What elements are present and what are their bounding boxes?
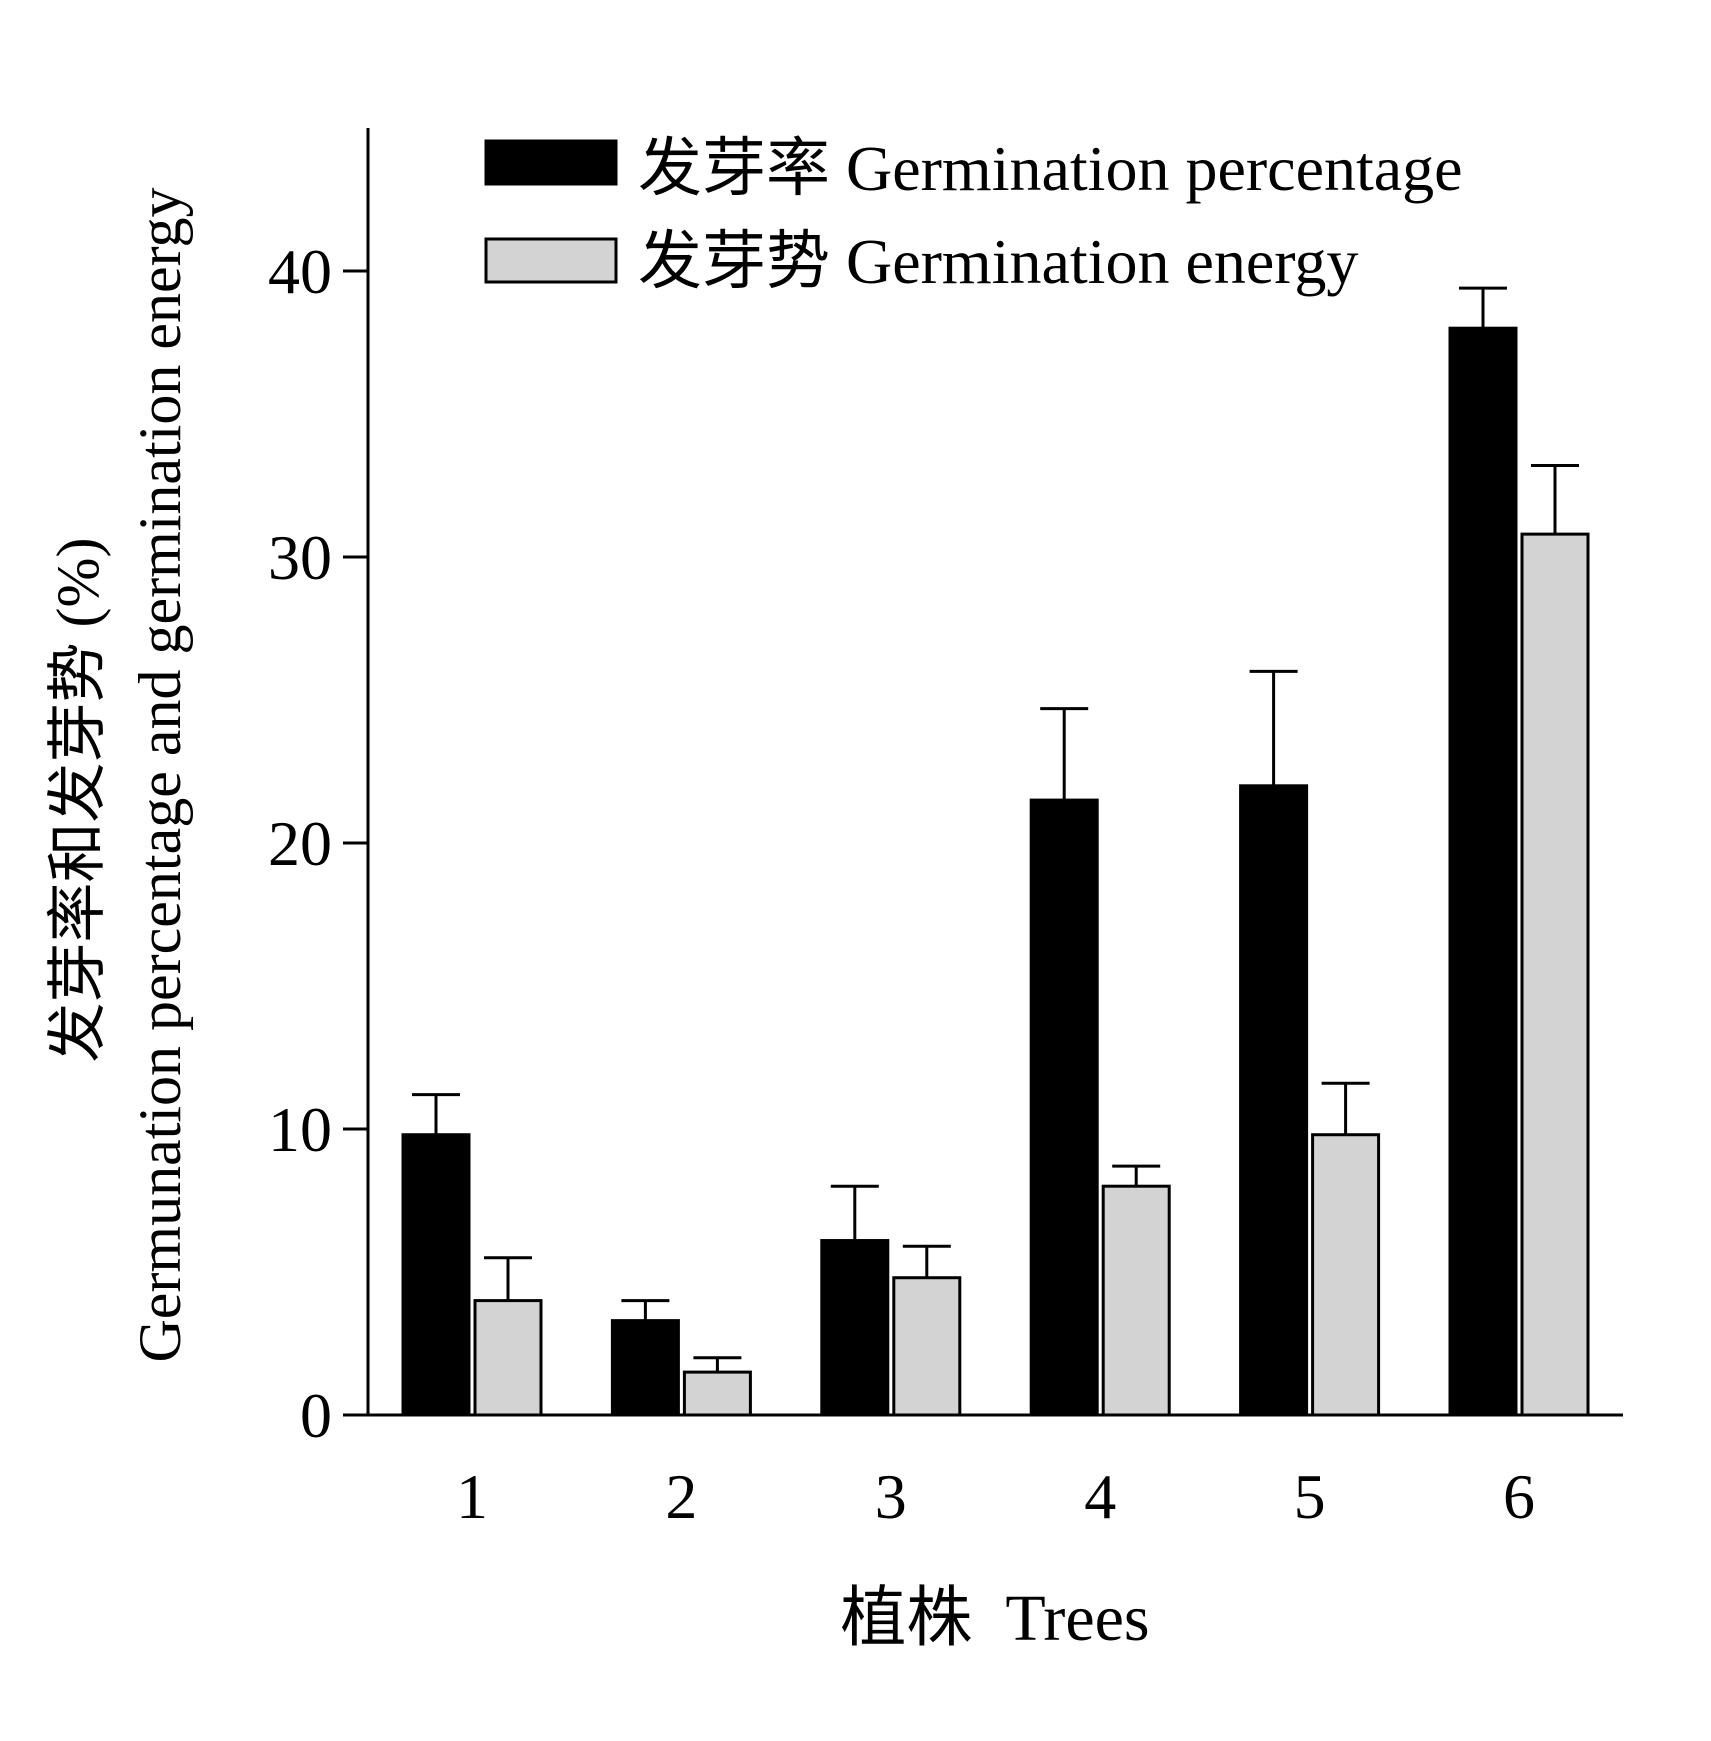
legend-label-germination-energy: 发芽势 Germination energy xyxy=(638,226,1358,297)
y-tick-label: 20 xyxy=(268,808,332,879)
y-tick-label: 30 xyxy=(268,522,332,593)
y-tick-label: 40 xyxy=(268,236,332,307)
bar-germination-energy-tree-1 xyxy=(473,1299,543,1417)
bars-group xyxy=(401,286,1590,1417)
bar-germination-energy-tree-4 xyxy=(1101,1184,1171,1417)
y-tick-label: 10 xyxy=(268,1094,332,1165)
bar-germination-percentage-tree-6 xyxy=(1448,326,1518,1417)
bar-germination-percentage-tree-5 xyxy=(1239,784,1309,1417)
bar-germination-energy-tree-5 xyxy=(1311,1133,1381,1417)
bar-germination-percentage-tree-4 xyxy=(1029,798,1099,1417)
bar-germination-energy-tree-2 xyxy=(682,1370,752,1417)
legend-swatch-germination-energy xyxy=(484,237,618,284)
x-tick-label: 2 xyxy=(665,1461,697,1532)
y-axis-title-english: Germunation percentage and germination e… xyxy=(127,187,193,1362)
x-axis-ticks: 1 2 3 4 5 6 xyxy=(456,1461,1535,1532)
x-tick-label: 3 xyxy=(875,1461,907,1532)
y-axis-ticks: 0 10 20 30 40 xyxy=(268,236,368,1451)
x-tick-label: 6 xyxy=(1503,1461,1535,1532)
legend-swatch-germination-percentage xyxy=(484,139,618,186)
x-tick-label: 4 xyxy=(1084,1461,1116,1532)
bar-germination-percentage-tree-3 xyxy=(820,1239,890,1417)
y-tick-label: 0 xyxy=(300,1380,332,1451)
bar-germination-percentage-tree-2 xyxy=(610,1319,680,1417)
y-axis-title-chinese: 发芽率和发芽势 (%) xyxy=(45,538,111,1063)
x-axis-title: 植株 Trees xyxy=(840,1582,1149,1655)
bar-germination-energy-tree-6 xyxy=(1520,532,1590,1417)
legend: 发芽率 Germination percentage 发芽势 Germinati… xyxy=(484,133,1463,297)
bar-germination-percentage-tree-1 xyxy=(401,1133,471,1417)
x-tick-label: 1 xyxy=(456,1461,488,1532)
x-tick-label: 5 xyxy=(1294,1461,1326,1532)
bar-germination-energy-tree-3 xyxy=(892,1276,962,1417)
legend-label-germination-percentage: 发芽率 Germination percentage xyxy=(638,133,1463,204)
